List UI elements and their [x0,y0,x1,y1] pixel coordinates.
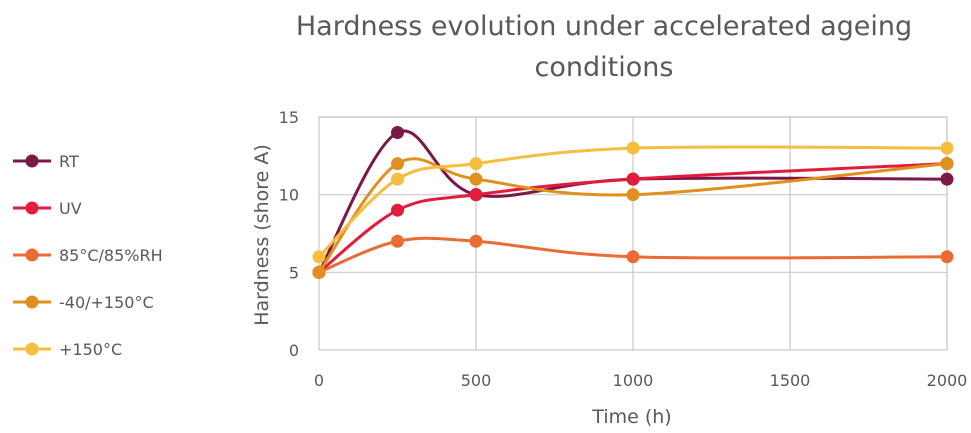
x-tick-label: 0 [314,371,324,390]
y-tick-label: 5 [289,263,299,282]
data-point-150-c [391,172,404,186]
y-axis-title: Hardness (shore A) [251,144,273,326]
legend-label: UV [59,199,82,218]
legend-swatch-marker [25,154,39,168]
series-40-150-c [312,157,954,279]
data-point-150-c [940,141,954,155]
legend: RT UV 85°C/85%RH -40/+150°C +150°C [13,152,163,359]
data-point-uv [391,203,404,217]
x-axis-title: Time (h) [591,406,671,428]
data-point-150-c [469,157,483,171]
data-point-85-c-85-rh [391,234,404,248]
data-point-40-150-c [312,265,326,279]
x-tick-label: 2000 [927,371,968,390]
y-tick-label: 15 [279,108,299,127]
legend-swatch-marker [25,342,39,356]
legend-item-40-150-c: -40/+150°C [13,293,154,312]
legend-item-150-c: +150°C [13,340,122,359]
series-150-c [312,141,954,264]
legend-item-85-c-85-rh: 85°C/85%RH [13,246,163,265]
y-tick-label: 10 [279,186,299,205]
data-point-rt [940,172,954,186]
plot-area-border [318,116,948,351]
chart-title-line-2: conditions [535,52,674,83]
x-tick-label: 1000 [613,371,654,390]
legend-swatch-marker [25,201,39,215]
data-point-150-c [312,250,326,264]
legend-swatch-marker [25,248,39,262]
data-point-150-c [626,141,640,155]
series-line-85-c-85-rh [317,236,949,274]
series-line-40-150-c [317,157,949,274]
data-point-85-c-85-rh [626,250,640,264]
legend-label: 85°C/85%RH [59,246,163,265]
series-line-uv [317,162,949,274]
data-point-rt [391,126,404,140]
x-tick-label: 1500 [770,371,811,390]
series-line-rt [317,129,949,274]
data-point-85-c-85-rh [469,234,483,248]
chart-title-line-1: Hardness evolution under accelerated age… [296,11,912,42]
legend-swatch-marker [25,295,39,309]
grid-layer [318,116,948,351]
legend-item-rt: RT [13,152,79,171]
data-point-40-150-c [940,157,954,171]
series-line-150-c [317,145,949,259]
tick-layer: 0 500 1000 1500 2000 0 5 10 15 [279,108,968,390]
series-layer [312,126,954,279]
legend-item-uv: UV [13,199,82,218]
y-tick-label: 0 [289,341,299,360]
data-point-uv [626,172,640,186]
data-point-40-150-c [391,157,404,171]
legend-label: -40/+150°C [59,293,154,312]
data-point-40-150-c [626,188,640,202]
x-tick-label: 500 [461,371,492,390]
data-point-uv [469,188,483,202]
legend-label: RT [59,152,79,171]
data-point-85-c-85-rh [940,250,954,264]
data-point-40-150-c [469,172,483,186]
legend-label: +150°C [59,340,122,359]
